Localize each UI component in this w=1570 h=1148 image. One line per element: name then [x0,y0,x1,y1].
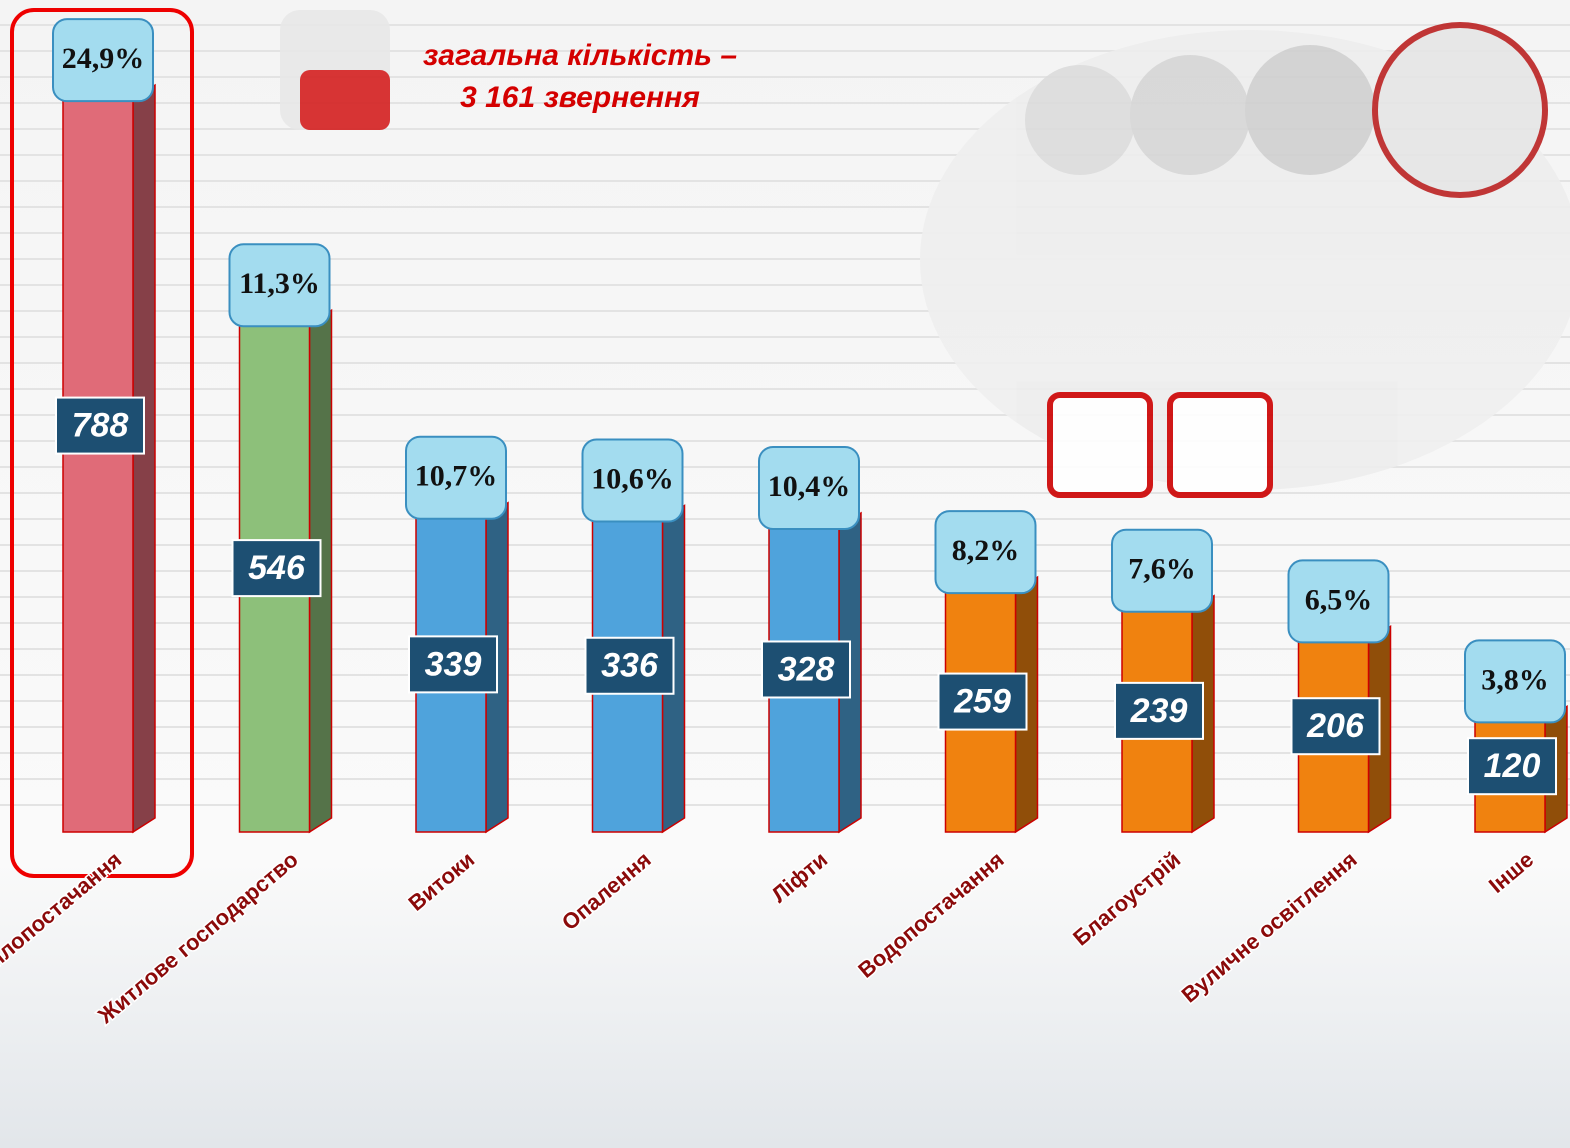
value-box [1467,737,1557,796]
value-label: 546 [248,549,306,587]
percent-box [52,18,154,103]
value-label: 120 [1484,747,1541,785]
value-box [231,539,322,598]
highlight-frame [10,8,194,878]
percent-box [1287,559,1390,644]
value-label: 206 [1306,707,1365,745]
value-box [408,635,498,694]
percent-box [581,438,684,523]
annotation: 3 161 звернення [460,81,700,114]
value-box [55,396,145,455]
percent-box [405,435,507,520]
percent-box [1464,639,1566,724]
percent-label: 6,5% [1305,583,1373,616]
value-label: 788 [72,407,129,445]
value-box [1114,681,1204,740]
value-label: 336 [601,647,659,685]
value-label: 339 [425,645,482,683]
value-box [584,636,675,695]
value-box [1290,697,1381,756]
percent-box [758,445,860,530]
percent-label: 24,9% [62,42,145,75]
percent-label: 10,4% [768,470,851,503]
percent-label: 10,7% [415,460,498,493]
annotation: загальна кількість – [423,39,737,72]
value-box [937,672,1028,731]
illustration [280,10,1570,498]
percent-box [1111,528,1213,613]
percent-label: 11,3% [239,267,320,300]
bar-side [132,83,156,834]
bar [62,98,134,833]
percent-label: 7,6% [1128,553,1196,586]
percent-label: 10,6% [591,462,674,495]
value-label: 259 [953,683,1011,721]
percent-label: 3,8% [1481,663,1549,696]
value-label: 328 [778,650,835,688]
value-label: 239 [1130,692,1188,730]
percent-box [934,510,1037,595]
percent-label: 8,2% [952,534,1020,567]
value-box [761,640,851,699]
percent-box [228,243,331,328]
